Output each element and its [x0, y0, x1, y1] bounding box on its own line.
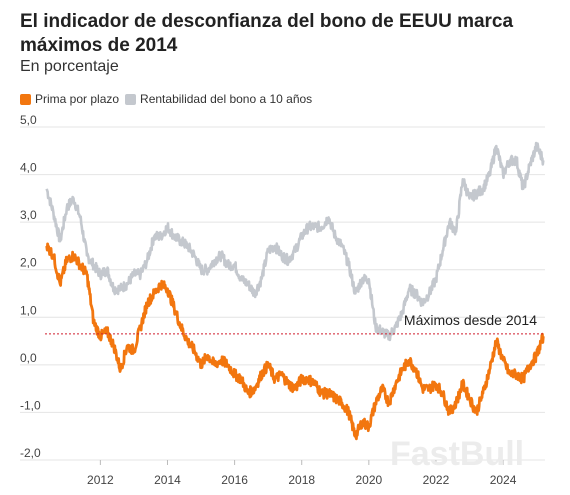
- y-tick-label: 5,0: [20, 113, 37, 127]
- legend-label-rentabilidad: Rentabilidad del bono a 10 años: [140, 92, 313, 106]
- x-axis-ticks: 2012 2014 2016 2018 2020 2022 2024: [87, 460, 517, 487]
- x-tick-label: 2012: [87, 473, 114, 487]
- x-tick-label: 2014: [154, 473, 181, 487]
- series-layer: [45, 141, 545, 441]
- y-tick-label: 1,0: [20, 303, 37, 317]
- reference-line-label: Máximos desde 2014: [404, 312, 537, 328]
- series-line-rentabilidad: [45, 141, 545, 342]
- y-tick-label: -2,0: [20, 446, 41, 460]
- y-axis-ticks: 5,0 4,0 3,0 2,0 1,0 0,0 -1,0 -2,0: [20, 113, 41, 460]
- watermark: FastBull: [390, 435, 524, 473]
- y-tick-label: -1,0: [20, 398, 41, 412]
- x-tick-label: 2024: [490, 473, 517, 487]
- grid-lines: [20, 126, 545, 461]
- y-tick-label: 3,0: [20, 208, 37, 222]
- legend-swatch-prima: [20, 93, 31, 105]
- y-tick-label: 0,0: [20, 351, 37, 365]
- reference-line-group: Máximos desde 2014: [45, 312, 545, 335]
- legend: Prima por plazo Rentabilidad del bono a …: [20, 92, 318, 106]
- legend-label-prima: Prima por plazo: [35, 92, 120, 106]
- chart-title: El indicador de desconfianza del bono de…: [20, 11, 514, 56]
- x-tick-label: 2020: [355, 473, 382, 487]
- legend-item-rentabilidad[interactable]: Rentabilidad del bono a 10 años: [125, 92, 312, 106]
- x-tick-label: 2018: [288, 473, 315, 487]
- chart-subtitle: En porcentaje: [20, 58, 119, 75]
- y-tick-label: 4,0: [20, 161, 37, 175]
- x-tick-label: 2016: [221, 473, 248, 487]
- legend-swatch-rentabilidad: [125, 93, 137, 105]
- y-tick-label: 2,0: [20, 256, 37, 270]
- x-tick-label: 2022: [423, 473, 450, 487]
- legend-item-prima[interactable]: Prima por plazo: [20, 92, 119, 106]
- series-line-prima: [45, 242, 545, 441]
